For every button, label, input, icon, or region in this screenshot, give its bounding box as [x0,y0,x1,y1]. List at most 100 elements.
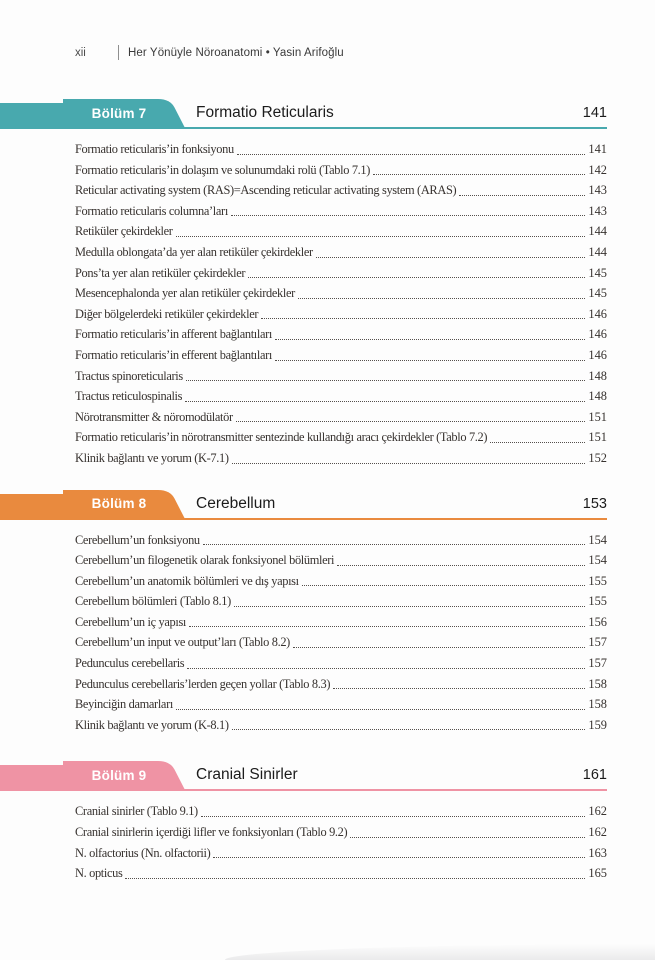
toc-entry: Cerebellum bölümleri (Tablo 8.1) 155 [75,591,607,612]
leader-dots [315,256,586,258]
entry-title: Tractus reticulospinalis [75,389,183,404]
entry-page-number: 148 [588,368,607,383]
entry-title: Formatio reticularis columna’ları [75,203,228,218]
banner-left-strip [0,493,63,518]
chapter-tab-shape [63,99,185,127]
leader-dots [490,441,586,443]
entry-page-number: 163 [588,845,607,860]
toc-entry: Cerebellum’un filogenetik olarak fonksiy… [75,550,607,571]
entry-page-number: 145 [588,265,607,280]
chapter-page-number: 153 [582,495,607,512]
entry-title: Formatio reticularis’in afferent bağlant… [75,327,272,342]
leader-dots [185,380,586,382]
entry-page-number: 144 [588,244,607,259]
entry-page-number: 152 [588,450,607,465]
toc-entry: N. opticus 165 [75,863,607,884]
entry-title: Formatio reticularis’in fonksiyonu [75,142,234,156]
entry-page-number: 142 [588,162,607,177]
chapter-tab: Bölüm 8 [63,489,189,518]
toc-entry: Cranial sinirler (Tablo 9.1) 162 [75,801,607,822]
chapter-page-number: 161 [582,767,607,784]
banner-underline [0,517,607,520]
toc-entry: Beyinciğin damarları 158 [75,694,607,715]
leader-dots [175,235,586,237]
entry-title: Formatio reticularis’in nörotransmitter … [75,430,488,445]
toc-entry: Tractus spinoreticularis 148 [75,366,607,387]
toc-entry: N. olfactorius (Nn. olfactorii) 163 [75,843,607,864]
leader-dots [459,194,586,196]
toc-entry: Klinik bağlantı ve yorum (K-7.1) 152 [75,448,607,469]
entry-page-number: 151 [588,430,607,445]
entry-page-number: 157 [588,656,607,671]
entry-title: Cerebellum bölümleri (Tablo 8.1) [75,594,231,609]
entry-page-number: 155 [588,573,607,588]
leader-dots [373,174,586,176]
entry-title: Klinik bağlantı ve yorum (K-8.1) [75,717,229,732]
leader-dots [125,877,586,879]
leader-dots [275,359,586,361]
banner-left-strip [0,103,63,127]
chapter-section: Bölüm 8 Cerebellum 153 Cerebellum’un fon… [0,489,655,736]
toc-entries-list: Cranial sinirler (Tablo 9.1) 162 Cranial… [75,801,607,883]
leader-dots [202,544,586,546]
entry-page-number: 143 [588,203,607,218]
toc-entry: Pons’ta yer alan retiküler çekirdekler 1… [75,263,607,284]
leader-dots [261,318,586,320]
entry-page-number: 165 [588,866,607,881]
entry-page-number: 158 [588,697,607,712]
toc-entry: Retiküler çekirdekler 144 [75,221,607,242]
toc-entry: Formatio reticularis’in nörotransmitter … [75,427,607,448]
chapter-page-number: 141 [582,105,607,121]
entry-page-number: 146 [588,347,607,362]
chapter-label: Bölüm 8 [91,496,147,511]
entry-title: Pedunculus cerebellaris [75,656,185,671]
page-bottom-shadow [225,944,655,960]
leader-dots [350,836,586,838]
entry-title: Formatio reticularis’in efferent bağlant… [75,347,272,362]
entry-title: Cranial sinirlerin içerdiği lifler ve fo… [75,825,348,840]
entry-title: Cerebellum’un filogenetik olarak fonksiy… [75,553,335,568]
leader-dots [175,708,586,710]
leader-dots [187,667,586,669]
chapter-banner: Bölüm 8 Cerebellum 153 [0,489,607,520]
toc-entry: Mesencephalonda yer alan retiküler çekir… [75,283,607,304]
entry-title: N. olfactorius (Nn. olfactorii) [75,845,211,860]
chapter-title: Cranial Sinirler [196,766,298,784]
banner-left-strip [0,765,63,790]
entry-title: Formatio reticularis’in dolaşım ve solun… [75,162,371,177]
entry-page-number: 151 [588,409,607,424]
entry-title: Cranial sinirler (Tablo 9.1) [75,804,198,819]
entry-page-number: 162 [588,825,607,840]
entry-page-number: 154 [588,553,607,568]
entry-page-number: 143 [588,183,607,198]
entry-title: Pons’ta yer alan retiküler çekirdekler [75,265,246,280]
entry-title: Nörotransmitter & nöromodülatör [75,409,233,424]
chapter-label: Bölüm 9 [91,767,147,783]
toc-entry: Diğer bölgelerdeki retiküler çekirdekler… [75,304,607,325]
leader-dots [233,605,586,607]
entry-page-number: 156 [588,614,607,629]
banner-underline [0,127,607,129]
leader-dots [189,626,586,628]
entry-page-number: 144 [588,224,607,239]
leader-dots [200,816,586,818]
chapter-tab: Bölüm 7 [63,99,189,127]
entry-page-number: 146 [588,327,607,342]
chapter-section: Bölüm 7 Formatio Reticularis 141 Formati… [0,99,655,469]
leader-dots [248,277,586,279]
leader-dots [236,153,586,155]
chapter-tab-shape [63,489,185,518]
leader-dots [292,647,586,649]
toc-entry: Reticular activating system (RAS)=Ascend… [75,180,607,201]
leader-dots [333,688,586,690]
entry-page-number: 157 [588,635,607,650]
folio-page-number: xii [75,46,86,59]
leader-dots [231,729,586,731]
entry-page-number: 148 [588,389,607,404]
entry-page-number: 146 [588,306,607,321]
chapter-tab: Bölüm 9 [63,761,189,790]
entry-title: Cerebellum’un fonksiyonu [75,532,200,547]
entry-page-number: 162 [588,804,607,819]
leader-dots [337,564,586,566]
entry-page-number: 159 [588,717,607,732]
